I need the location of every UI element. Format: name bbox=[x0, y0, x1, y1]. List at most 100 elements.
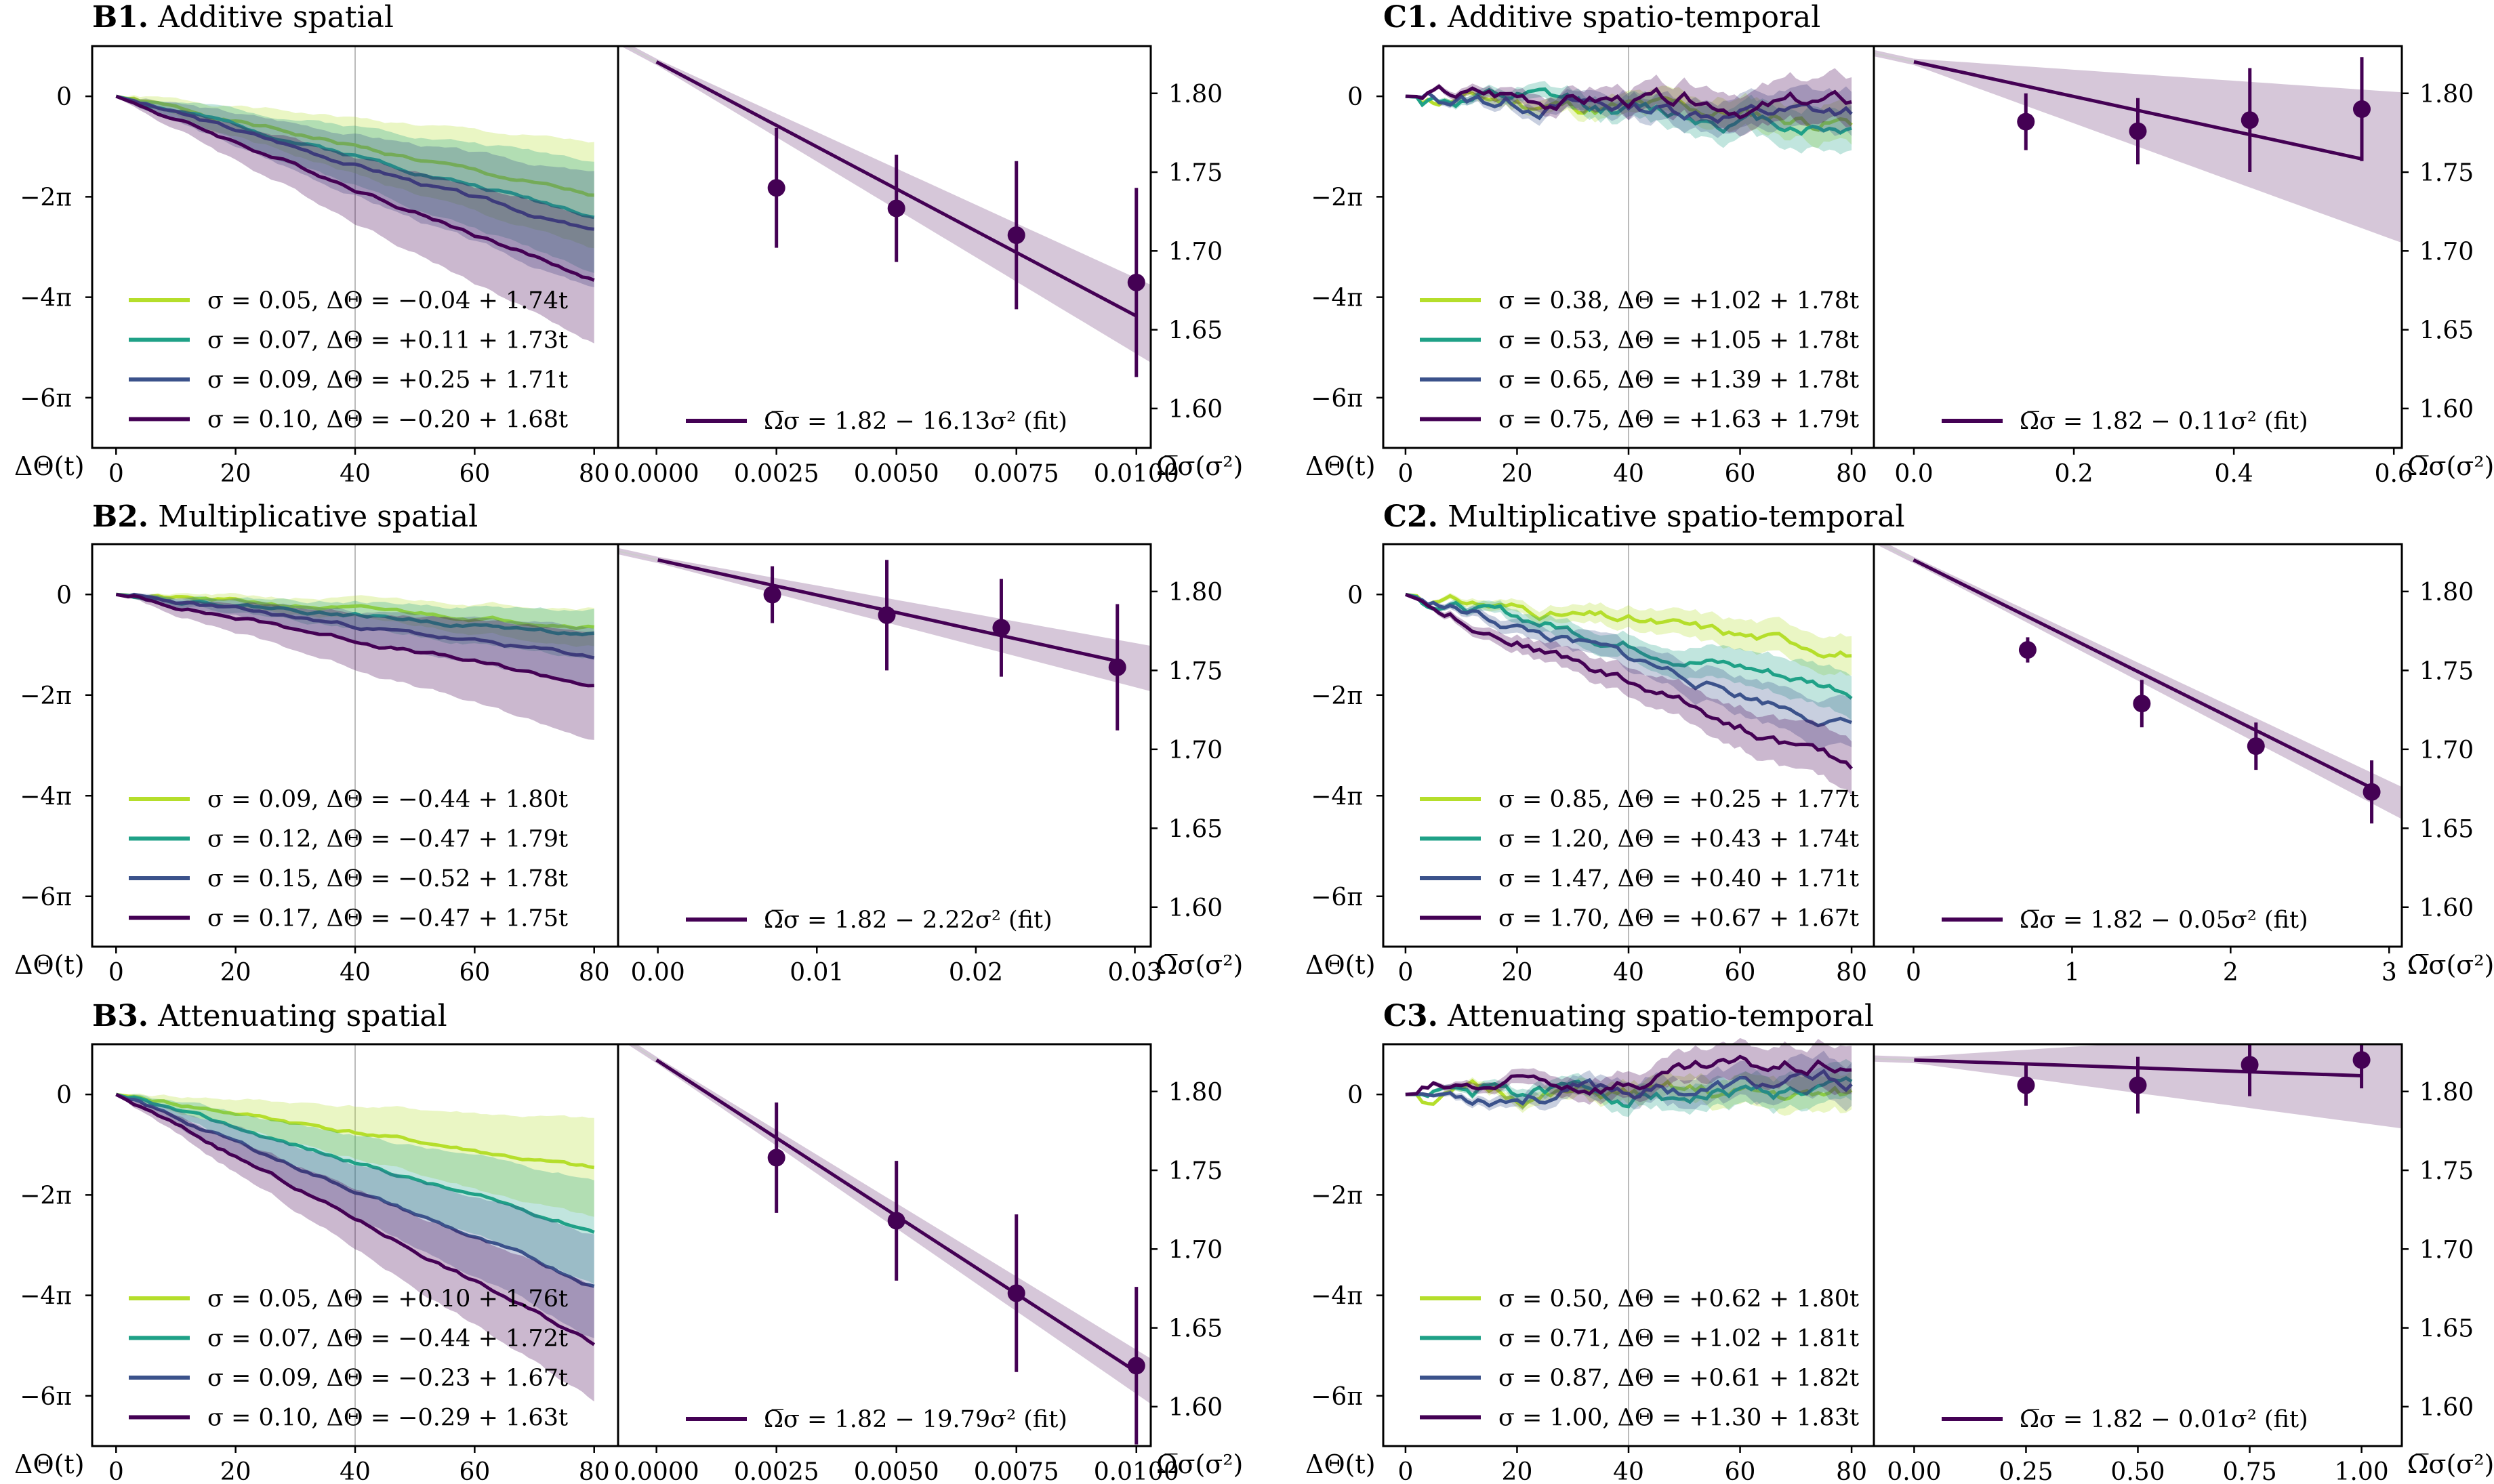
panel-c1: C1. Additive spatio-temporal σ = 0.38, ΔΘ … bbox=[1305, 0, 2494, 488]
x-tick-label: 0.02 bbox=[949, 959, 1003, 987]
y-tick-label: 0 bbox=[56, 83, 72, 111]
y-tick-label: −6π bbox=[20, 1383, 72, 1411]
legend-entry-3: σ = 1.47, ΔΘ = +0.40 + 1.71t bbox=[1498, 865, 1859, 892]
x-tick-label: 0.0025 bbox=[734, 460, 819, 488]
y-tick-label: 1.60 bbox=[1168, 894, 1223, 922]
y-tick-label: 1.70 bbox=[2419, 737, 2474, 764]
y-axis-label: ΔΘ(t) bbox=[14, 950, 85, 980]
panel-title-label: B1. bbox=[92, 0, 148, 35]
series-line-2 bbox=[1405, 592, 1853, 700]
legend-entry-1: σ = 0.05, ΔΘ = −0.04 + 1.74t bbox=[207, 287, 568, 314]
x-axis-label: Ω̅σ(σ²) bbox=[1156, 451, 1243, 481]
x-tick-label: 40 bbox=[340, 959, 371, 987]
y-tick-label: 1.80 bbox=[1168, 579, 1223, 606]
x-tick-label: 0.4 bbox=[2215, 460, 2253, 488]
legend-entry-4: σ = 0.75, ΔΘ = +1.63 + 1.79t bbox=[1498, 407, 1859, 434]
data-point-3 bbox=[992, 619, 1010, 637]
series-band-4 bbox=[116, 1094, 594, 1402]
series-band-3 bbox=[1405, 594, 1852, 749]
legend-entry-3: σ = 0.15, ΔΘ = −0.52 + 1.78t bbox=[207, 865, 568, 892]
data-point-2 bbox=[2133, 695, 2151, 713]
x-tick-label: 60 bbox=[1725, 460, 1756, 488]
data-point-4 bbox=[2352, 100, 2371, 119]
x-tick-label: 20 bbox=[220, 959, 251, 987]
right-plot-area bbox=[618, 548, 1151, 730]
x-tick-label: 0 bbox=[108, 959, 124, 987]
y-tick-label: −4π bbox=[1311, 783, 1363, 810]
series-line-4 bbox=[1405, 84, 1852, 120]
y-tick-label: 1.70 bbox=[2419, 1236, 2474, 1264]
y-tick-label: 1.65 bbox=[2419, 317, 2474, 345]
x-tick-label: 0.00 bbox=[1887, 1458, 1941, 1484]
y-tick-label: 0 bbox=[1347, 1081, 1363, 1109]
fit-legend-label: Ω̅σ = 1.82 − 0.05σ² (fit) bbox=[2020, 907, 2308, 934]
x-tick-label: 0.03 bbox=[1107, 959, 1162, 987]
x-tick-label: 80 bbox=[1836, 460, 1867, 488]
y-tick-label: 1.75 bbox=[1168, 657, 1223, 685]
y-tick-label: 1.60 bbox=[1168, 1394, 1223, 1422]
y-tick-label: −4π bbox=[1311, 1283, 1363, 1311]
y-tick-label: −2π bbox=[1311, 184, 1363, 211]
right-axes-frame bbox=[617, 1043, 1152, 1447]
legend-entry-2: σ = 0.07, ΔΘ = −0.44 + 1.72t bbox=[207, 1325, 568, 1353]
series-line-2 bbox=[116, 592, 594, 637]
fit-extrapolation bbox=[1874, 1058, 1915, 1061]
x-tick-label: 40 bbox=[1613, 959, 1644, 987]
series-band-1 bbox=[116, 593, 594, 647]
panel-title-label: C2. bbox=[1383, 499, 1438, 534]
legend-entry-2: σ = 0.53, ΔΘ = +1.05 + 1.78t bbox=[1498, 327, 1859, 354]
right-plot: Ω̅σ = 1.82 − 16.13σ² (fit) 0.0000 0.0025 0.… bbox=[614, 45, 1243, 488]
x-tick-label: 1 bbox=[2064, 959, 2080, 987]
series-band-4 bbox=[1405, 68, 1852, 137]
series-band-4 bbox=[1405, 594, 1852, 796]
panel-title: C3. Attenuating spatio-temporal bbox=[1383, 999, 1874, 1033]
y-tick-label: 1.65 bbox=[2419, 815, 2474, 843]
series-line-4 bbox=[115, 592, 594, 688]
series-line-3 bbox=[115, 94, 594, 231]
data-point-2 bbox=[2129, 1076, 2147, 1094]
x-tick-label: 0 bbox=[1397, 959, 1413, 987]
y-tick-label: 1.80 bbox=[1168, 81, 1223, 108]
x-tick-label: 0 bbox=[108, 460, 124, 488]
panel-title-text: Additive spatio-temporal bbox=[1447, 0, 1820, 35]
series-line-3 bbox=[115, 592, 595, 660]
legend: σ = 0.38, ΔΘ = +1.02 + 1.78t σ = 0.53, ΔΘ… bbox=[1420, 287, 1859, 434]
panel-b1: B1. Additive spatial σ = 0.05, ΔΘ = −0.04 … bbox=[14, 0, 1243, 488]
data-point-3 bbox=[2247, 737, 2265, 756]
y-tick-label: 1.80 bbox=[2419, 579, 2474, 606]
y-tick-label: −4π bbox=[1311, 285, 1363, 312]
x-tick-label: 0.0000 bbox=[614, 460, 699, 488]
legend-entry-1: σ = 0.85, ΔΘ = +0.25 + 1.77t bbox=[1498, 786, 1859, 813]
panel-c2: C2. Multiplicative spatio-temporal σ = 0.8… bbox=[1305, 499, 2494, 987]
panel-title: B3. Attenuating spatial bbox=[92, 999, 447, 1033]
right-plot-area bbox=[1875, 544, 2402, 824]
legend-entry-4: σ = 0.17, ΔΘ = −0.47 + 1.75t bbox=[207, 905, 568, 932]
panel-title-label: C1. bbox=[1383, 0, 1438, 35]
legend-entry-2: σ = 0.07, ΔΘ = +0.11 + 1.73t bbox=[207, 327, 568, 354]
y-tick-label: −2π bbox=[1311, 1182, 1363, 1210]
x-tick-label: 0 bbox=[1397, 460, 1413, 488]
panel-title-text: Attenuating spatio-temporal bbox=[1447, 999, 1874, 1033]
y-tick-label: 0 bbox=[1347, 581, 1363, 609]
legend: σ = 0.05, ΔΘ = −0.04 + 1.74t σ = 0.07, ΔΘ… bbox=[129, 287, 568, 434]
y-tick-label: 0 bbox=[56, 1081, 72, 1109]
data-point-1 bbox=[2017, 1076, 2035, 1094]
legend-entry-3: σ = 0.09, ΔΘ = +0.25 + 1.71t bbox=[207, 367, 568, 394]
x-axis-label: Ω̅σ(σ²) bbox=[2407, 451, 2494, 481]
fit-extrapolation bbox=[625, 46, 657, 63]
panel-title-label: B3. bbox=[92, 999, 148, 1033]
x-tick-label: 20 bbox=[1502, 460, 1533, 488]
data-point-3 bbox=[1007, 1284, 1025, 1302]
series-line-1 bbox=[1405, 592, 1852, 659]
left-plot: σ = 0.05, ΔΘ = +0.10 + 1.76t σ = 0.07, ΔΘ… bbox=[14, 1043, 619, 1484]
series-band-1 bbox=[116, 95, 594, 249]
y-tick-label: 1.60 bbox=[2419, 396, 2474, 424]
y-axis-label: ΔΘ(t) bbox=[14, 451, 85, 481]
series-band-3 bbox=[1405, 1050, 1852, 1111]
fit-legend-label: Ω̅σ = 1.82 − 16.13σ² (fit) bbox=[764, 408, 1067, 435]
x-tick-label: 0 bbox=[1397, 1458, 1413, 1484]
x-axis-label: Ω̅σ(σ²) bbox=[2407, 950, 2494, 980]
series-band-1 bbox=[116, 1093, 594, 1217]
x-tick-label: 0 bbox=[1906, 959, 1921, 987]
